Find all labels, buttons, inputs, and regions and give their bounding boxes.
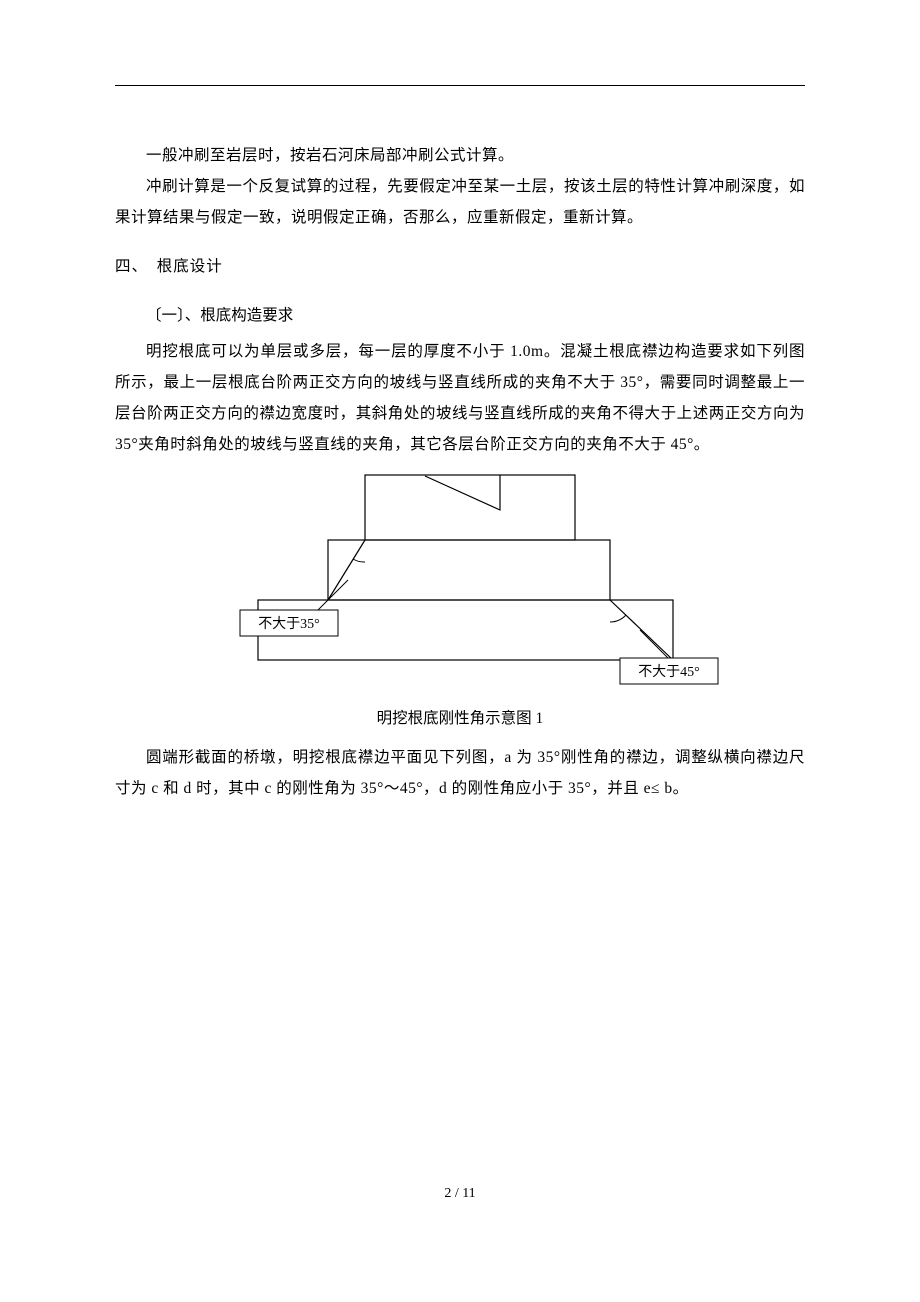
paragraph-2: 冲刷计算是一个反复试算的过程，先要假定冲至某一土层，按该土层的特性计算冲刷深度，… [115,171,805,233]
angle-35-diagonal [328,540,365,600]
paragraph-1: 一般冲刷至岩层时，按岩石河床局部冲刷公式计算。 [115,140,805,171]
document-content: 一般冲刷至岩层时，按岩石河床局部冲刷公式计算。 冲刷计算是一个反复试算的过程，先… [115,140,805,804]
paragraph-4: 圆端形截面的桥墩，明挖根底襟边平面见下列图，a 为 35°刚性角的襟边，调整纵横… [115,742,805,804]
subsection-heading: 〔一〕、根底构造要求 [115,300,805,331]
label-35-text: 不大于35° [258,616,320,632]
diagram-wrapper: 不大于35° 不大于45° [115,470,805,695]
page-number: 2 / 11 [0,1186,920,1202]
angle-35-arc [353,559,365,562]
step-middle [328,540,610,600]
paragraph-3: 明挖根底可以为单层或多层，每一层的厚度不小于 1.0m。混凝土根底襟边构造要求如… [115,336,805,460]
page-top-rule [115,85,805,86]
angle-45-diagonal [610,600,673,660]
diagram-svg: 不大于35° 不大于45° [200,470,720,695]
leader-line [425,475,500,510]
column-top [365,475,575,540]
angle-45-arc [610,615,626,622]
diagram-caption: 明挖根底刚性角示意图 1 [115,703,805,734]
section-heading: 四、 根底设计 [115,251,805,282]
label-45-text: 不大于45° [638,664,700,680]
rigidity-angle-diagram: 不大于35° 不大于45° [200,470,720,695]
